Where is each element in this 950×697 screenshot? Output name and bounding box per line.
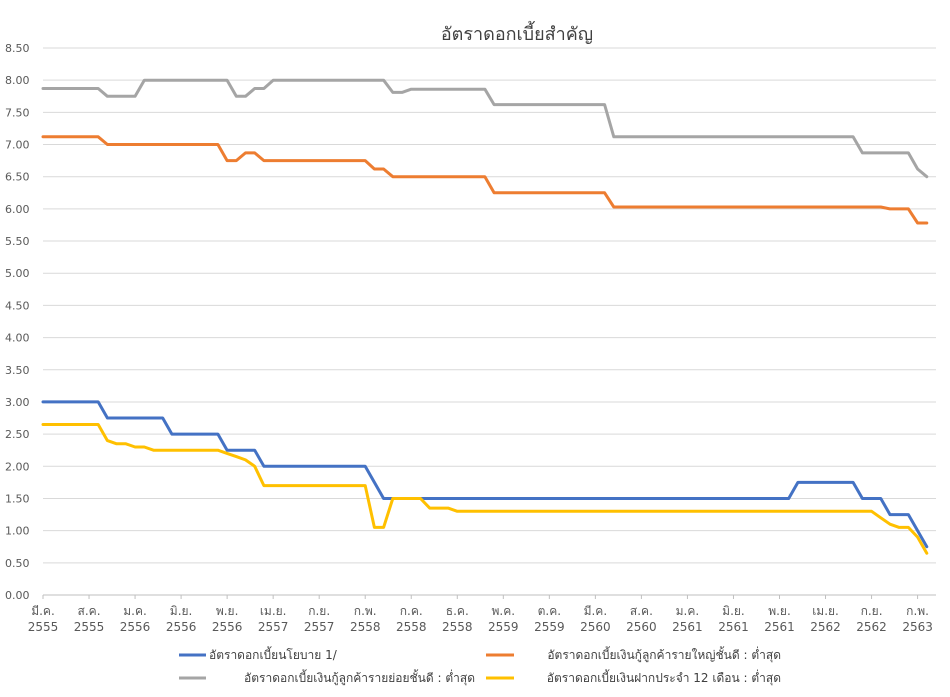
series-line-4 — [41, 423, 929, 555]
x-axis-tick-labels: มี.ค. 2555 ส.ค. 2555 ม.ค. 2556 มิ.ย. 2556 พ.ย. 25… — [28, 595, 933, 634]
x-tick-label-month: ส.ค. — [78, 604, 101, 618]
x-tick-label-year: 2556 — [120, 620, 151, 634]
y-tick-label: 7.50 — [5, 106, 30, 119]
x-tick-label-month: เม.ย. — [260, 604, 287, 618]
chart-title: อัตราดอกเบี้ยสำคัญ — [441, 21, 593, 45]
x-tick-label-year: 2558 — [396, 620, 427, 634]
x-tick-label-year: 2555 — [74, 620, 105, 634]
x-tick-label-year: 2558 — [442, 620, 473, 634]
y-tick-label: 8.50 — [5, 42, 30, 55]
y-tick-label: 4.00 — [5, 332, 30, 345]
y-tick-label: 7.00 — [5, 139, 30, 152]
legend-label: อัตราดอกเบี้ยเงินกู้ลูกค้ารายใหญ่ชั้นดี … — [547, 646, 781, 663]
x-tick-label-year: 2561 — [672, 620, 703, 634]
y-tick-label: 3.50 — [5, 364, 30, 377]
x-tick-label-year: 2559 — [488, 620, 519, 634]
y-tick-label: 3.00 — [5, 396, 30, 409]
x-tick-label-year: 2557 — [258, 620, 289, 634]
x-tick-label-year: 2561 — [718, 620, 749, 634]
x-tick-label-month: ธ.ค. — [446, 604, 469, 618]
x-tick-label-month: พ.ย. — [768, 604, 791, 618]
series-line-3 — [41, 78, 929, 179]
x-tick-label-year: 2556 — [212, 620, 243, 634]
x-tick-label-month: ส.ค. — [630, 604, 653, 618]
x-tick-label-year: 2559 — [534, 620, 565, 634]
x-tick-label-month: เม.ย. — [812, 604, 839, 618]
y-tick-label: 6.00 — [5, 203, 30, 216]
y-tick-label: 1.00 — [5, 525, 30, 538]
x-tick-label-year: 2558 — [350, 620, 381, 634]
y-tick-label: 2.50 — [5, 428, 30, 441]
x-tick-label-month: ม.ค. — [123, 604, 147, 618]
x-tick-label-month: ก.ค. — [400, 604, 423, 618]
x-tick-label-year: 2560 — [626, 620, 657, 634]
x-tick-label-year: 2556 — [166, 620, 197, 634]
series-lines — [41, 78, 929, 555]
y-tick-label: 4.50 — [5, 299, 30, 312]
x-tick-label-month: พ.ค. — [492, 604, 516, 618]
y-tick-label: 0.00 — [5, 589, 30, 602]
x-tick-label-month: ก.ย. — [308, 604, 330, 618]
x-tick-label-month: ก.ย. — [861, 604, 883, 618]
series-line-1 — [41, 400, 929, 549]
y-tick-label: 2.00 — [5, 460, 30, 473]
x-tick-label-month: ก.พ. — [906, 604, 929, 618]
y-tick-label: 8.00 — [5, 74, 30, 87]
x-tick-label-month: มิ.ย. — [722, 604, 745, 618]
y-tick-label: 5.50 — [5, 235, 30, 248]
legend-label: อัตราดอกเบี้ยนโยบาย 1/ — [209, 646, 338, 662]
y-tick-label: 5.00 — [5, 267, 30, 280]
legend-label: อัตราดอกเบี้ยเงินฝากประจำ 12 เดือน : ต่ำ… — [547, 669, 781, 686]
y-tick-label: 1.50 — [5, 492, 30, 505]
x-tick-label-month: ต.ค. — [538, 604, 561, 618]
x-tick-label-month: มี.ค. — [31, 604, 55, 618]
x-tick-label-month: มี.ค. — [584, 604, 608, 618]
y-tick-label: 6.50 — [5, 171, 30, 184]
x-tick-label-year: 2562 — [856, 620, 887, 634]
x-tick-label-month: ก.พ. — [354, 604, 377, 618]
y-axis-tick-labels: 0.00 0.50 1.00 1.50 2.00 2.50 3.00 3.50 4.00 4.50… — [5, 42, 30, 602]
x-tick-label-year: 2555 — [28, 620, 59, 634]
y-tick-label: 0.50 — [5, 557, 30, 570]
x-tick-label-month: พ.ย. — [216, 604, 239, 618]
series-line-2 — [41, 135, 929, 225]
x-tick-label-year: 2557 — [304, 620, 335, 634]
x-tick-label-month: ม.ค. — [676, 604, 700, 618]
legend: อัตราดอกเบี้ยนโยบาย 1/อัตราดอกเบี้ยเงินก… — [179, 646, 781, 686]
x-tick-label-month: มิ.ย. — [170, 604, 193, 618]
x-tick-label-year: 2561 — [764, 620, 795, 634]
x-tick-label-year: 2562 — [810, 620, 841, 634]
x-tick-label-year: 2560 — [580, 620, 611, 634]
x-tick-label-year: 2563 — [902, 620, 933, 634]
legend-label: อัตราดอกเบี้ยเงินกู้ลูกค้ารายย่อยชั้นดี … — [244, 669, 475, 686]
